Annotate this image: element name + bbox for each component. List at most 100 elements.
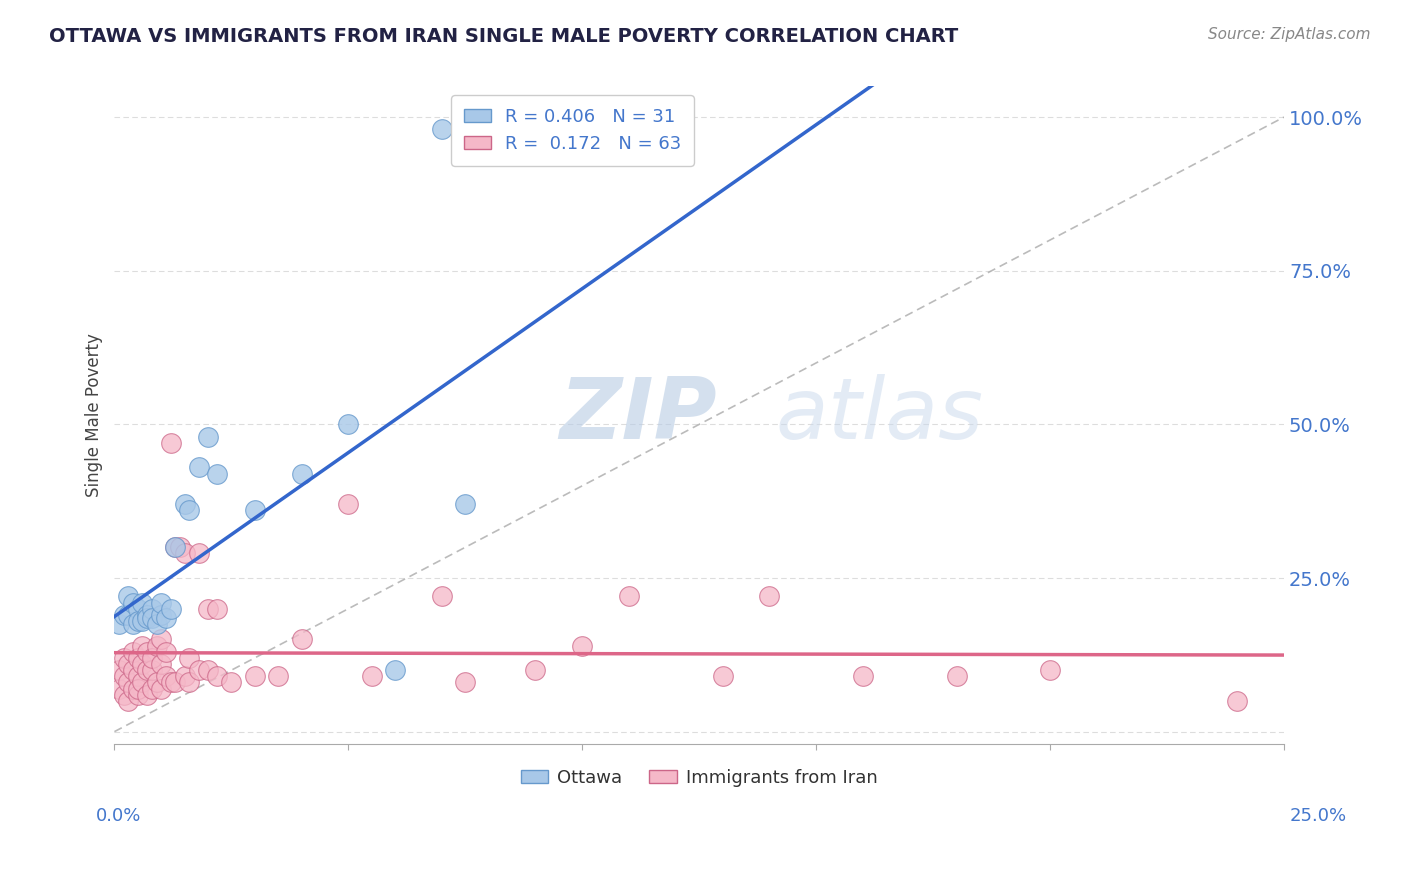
- Legend: Ottawa, Immigrants from Iran: Ottawa, Immigrants from Iran: [515, 762, 884, 794]
- Point: [159, 675, 181, 690]
- Point: [207, 601, 229, 615]
- Point: [131, 657, 153, 671]
- Point: [150, 681, 173, 696]
- Point: [207, 467, 229, 481]
- Point: [197, 430, 219, 444]
- Point: [117, 675, 139, 690]
- Point: [122, 596, 145, 610]
- Point: [150, 607, 173, 622]
- Point: [150, 657, 173, 671]
- Point: [136, 611, 159, 625]
- Point: [852, 669, 875, 683]
- Point: [197, 663, 219, 677]
- Point: [1039, 663, 1062, 677]
- Point: [187, 546, 209, 560]
- Point: [165, 675, 187, 690]
- Point: [1226, 694, 1249, 708]
- Point: [131, 639, 153, 653]
- Point: [127, 688, 149, 702]
- Point: [127, 614, 149, 628]
- Point: [150, 632, 173, 647]
- Point: [141, 611, 163, 625]
- Point: [108, 617, 131, 632]
- Point: [159, 601, 181, 615]
- Point: [159, 435, 181, 450]
- Point: [384, 663, 406, 677]
- Point: [131, 596, 153, 610]
- Point: [454, 675, 477, 690]
- Point: [165, 541, 187, 555]
- Point: [145, 639, 167, 653]
- Point: [136, 607, 159, 622]
- Point: [145, 675, 167, 690]
- Point: [173, 497, 195, 511]
- Point: [122, 663, 145, 677]
- Text: Source: ZipAtlas.com: Source: ZipAtlas.com: [1208, 27, 1371, 42]
- Point: [454, 497, 477, 511]
- Text: atlas: atlas: [775, 374, 983, 457]
- Point: [337, 417, 360, 432]
- Point: [711, 669, 734, 683]
- Point: [758, 590, 780, 604]
- Point: [131, 614, 153, 628]
- Point: [337, 497, 360, 511]
- Point: [150, 596, 173, 610]
- Point: [430, 590, 453, 604]
- Point: [187, 460, 209, 475]
- Point: [112, 688, 135, 702]
- Point: [108, 663, 131, 677]
- Point: [112, 651, 135, 665]
- Point: [243, 503, 266, 517]
- Point: [122, 681, 145, 696]
- Point: [207, 669, 229, 683]
- Point: [155, 669, 177, 683]
- Point: [169, 541, 191, 555]
- Point: [141, 681, 163, 696]
- Point: [108, 681, 131, 696]
- Point: [360, 669, 382, 683]
- Point: [617, 590, 640, 604]
- Point: [173, 669, 195, 683]
- Point: [155, 645, 177, 659]
- Point: [155, 611, 177, 625]
- Point: [141, 601, 163, 615]
- Point: [112, 607, 135, 622]
- Y-axis label: Single Male Poverty: Single Male Poverty: [86, 334, 103, 497]
- Point: [131, 675, 153, 690]
- Point: [165, 541, 187, 555]
- Point: [117, 694, 139, 708]
- Point: [136, 663, 159, 677]
- Point: [267, 669, 290, 683]
- Point: [127, 681, 149, 696]
- Point: [141, 663, 163, 677]
- Point: [187, 663, 209, 677]
- Point: [117, 607, 139, 622]
- Point: [136, 688, 159, 702]
- Point: [524, 663, 547, 677]
- Point: [173, 546, 195, 560]
- Point: [243, 669, 266, 683]
- Point: [136, 645, 159, 659]
- Point: [141, 651, 163, 665]
- Point: [127, 669, 149, 683]
- Point: [179, 503, 201, 517]
- Point: [221, 675, 243, 690]
- Point: [197, 601, 219, 615]
- Point: [290, 632, 312, 647]
- Point: [430, 122, 453, 136]
- Point: [117, 590, 139, 604]
- Point: [571, 639, 593, 653]
- Point: [179, 651, 201, 665]
- Point: [112, 669, 135, 683]
- Point: [127, 651, 149, 665]
- Text: 0.0%: 0.0%: [96, 807, 141, 825]
- Text: OTTAWA VS IMMIGRANTS FROM IRAN SINGLE MALE POVERTY CORRELATION CHART: OTTAWA VS IMMIGRANTS FROM IRAN SINGLE MA…: [49, 27, 959, 45]
- Text: ZIP: ZIP: [558, 374, 717, 457]
- Point: [145, 617, 167, 632]
- Point: [122, 645, 145, 659]
- Point: [122, 617, 145, 632]
- Point: [127, 601, 149, 615]
- Point: [290, 467, 312, 481]
- Text: 25.0%: 25.0%: [1289, 807, 1347, 825]
- Point: [117, 657, 139, 671]
